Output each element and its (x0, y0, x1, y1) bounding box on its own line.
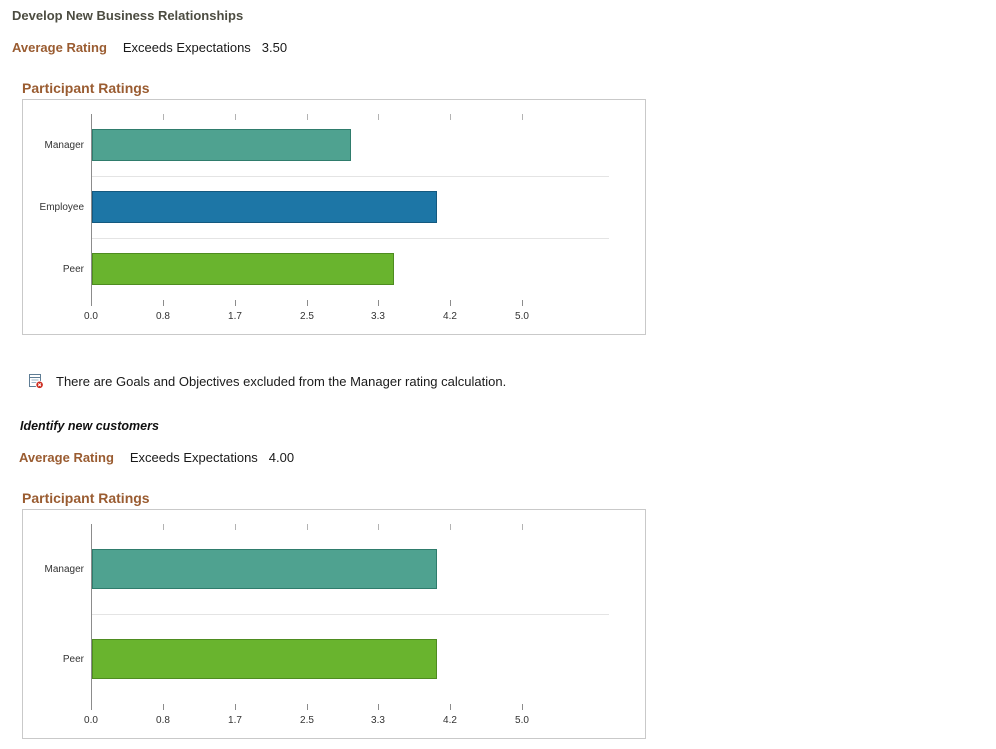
x-tick-label: 3.3 (371, 311, 385, 322)
x-tick-mark-top (307, 114, 308, 120)
x-tick-label: 4.2 (443, 311, 457, 322)
bar-manager (92, 129, 351, 161)
average-rating-label-2: Average Rating (19, 450, 114, 465)
goal-title-2: Identify new customers (20, 419, 159, 433)
participant-ratings-heading: Participant Ratings (22, 80, 150, 96)
x-tick-label: 2.5 (300, 715, 314, 726)
x-tick-label: 0.8 (156, 311, 170, 322)
x-tick-mark-top (378, 114, 379, 120)
participant-ratings-chart-1: Manager Employee Peer 0.0 0.8 1.7 2.5 3.3 4.2 5.… (22, 99, 646, 335)
x-tick-label: 0.0 (84, 715, 98, 726)
chart-inner: Manager Employee Peer (23, 114, 645, 300)
x-tick-label: 1.7 (228, 715, 242, 726)
average-rating-text-2: Exceeds Expectations (129, 450, 258, 465)
y-axis-line (91, 524, 92, 704)
bar-manager (92, 549, 437, 589)
x-axis-ticks (91, 704, 609, 711)
average-rating-label: Average Rating (12, 40, 107, 55)
x-tick-label: 1.7 (228, 311, 242, 322)
x-tick-label: 0.8 (156, 715, 170, 726)
bar-peer (92, 253, 394, 285)
x-axis-labels: 0.0 0.8 1.7 2.5 3.3 4.2 5.0 (84, 715, 609, 730)
x-tick-mark (307, 704, 308, 710)
goal-title: Develop New Business Relationships (12, 8, 244, 23)
x-axis-labels: 0.0 0.8 1.7 2.5 3.3 4.2 5.0 (84, 311, 609, 326)
x-axis-ticks (91, 300, 609, 307)
exclusion-notice-text: There are Goals and Objectives excluded … (56, 373, 507, 389)
x-tick-label: 4.2 (443, 715, 457, 726)
x-tick-mark (91, 704, 92, 710)
x-tick-mark-top (235, 524, 236, 530)
x-tick-mark-top (450, 524, 451, 530)
average-rating-text: Exceeds Expectations (122, 40, 251, 55)
x-tick-mark-top (450, 114, 451, 120)
average-rating-value-2: 4.00 (268, 450, 295, 465)
category-axis: Manager Peer (23, 524, 91, 704)
x-tick-mark (235, 300, 236, 306)
x-tick-mark-top (522, 114, 523, 120)
average-rating-row: Average Rating Exceeds Expectations 3.50 (12, 40, 996, 55)
gridline (91, 614, 609, 615)
x-tick-mark-top (163, 114, 164, 120)
x-tick-label: 3.3 (371, 715, 385, 726)
x-tick-mark (450, 704, 451, 710)
exclusion-notice: There are Goals and Objectives excluded … (28, 373, 996, 389)
category-axis: Manager Employee Peer (23, 114, 91, 300)
category-label-peer: Peer (62, 653, 84, 665)
participant-ratings-chart-2: Manager Peer 0.0 0.8 1.7 2.5 3.3 4.2 5.0 (22, 509, 646, 739)
goal-2-section: Identify new customers Average Rating Exc… (12, 417, 996, 739)
x-tick-mark (163, 704, 164, 710)
y-axis-line (91, 114, 92, 300)
category-label-employee: Employee (39, 201, 84, 213)
excluded-items-icon[interactable] (28, 373, 44, 389)
category-label-peer: Peer (62, 263, 84, 275)
gridline (91, 176, 609, 177)
x-tick-mark (235, 704, 236, 710)
bar-peer (92, 639, 437, 679)
category-label-manager: Manager (44, 563, 84, 575)
x-tick-mark (378, 704, 379, 710)
x-tick-mark (378, 300, 379, 306)
x-tick-mark-top (307, 524, 308, 530)
x-tick-label: 5.0 (515, 311, 529, 322)
plot-area (91, 524, 609, 704)
chart-inner: Manager Peer (23, 524, 645, 704)
bar-employee (92, 191, 437, 223)
x-tick-mark-top (522, 524, 523, 530)
category-label-manager: Manager (44, 139, 84, 151)
participant-ratings-heading-2: Participant Ratings (22, 490, 150, 506)
x-tick-label: 0.0 (84, 311, 98, 322)
x-tick-mark-top (235, 114, 236, 120)
x-tick-mark (522, 704, 523, 710)
x-tick-mark-top (163, 524, 164, 530)
x-tick-mark-top (378, 524, 379, 530)
excluded-items-icon-svg (29, 374, 44, 389)
average-rating-row-2: Average Rating Exceeds Expectations 4.00 (19, 450, 996, 465)
x-tick-mark (522, 300, 523, 306)
gridline (91, 238, 609, 239)
x-tick-mark (307, 300, 308, 306)
x-tick-mark (163, 300, 164, 306)
x-tick-label: 5.0 (515, 715, 529, 726)
x-tick-mark (91, 300, 92, 306)
average-rating-value: 3.50 (261, 40, 288, 55)
plot-area (91, 114, 609, 300)
x-tick-label: 2.5 (300, 311, 314, 322)
x-tick-mark (450, 300, 451, 306)
